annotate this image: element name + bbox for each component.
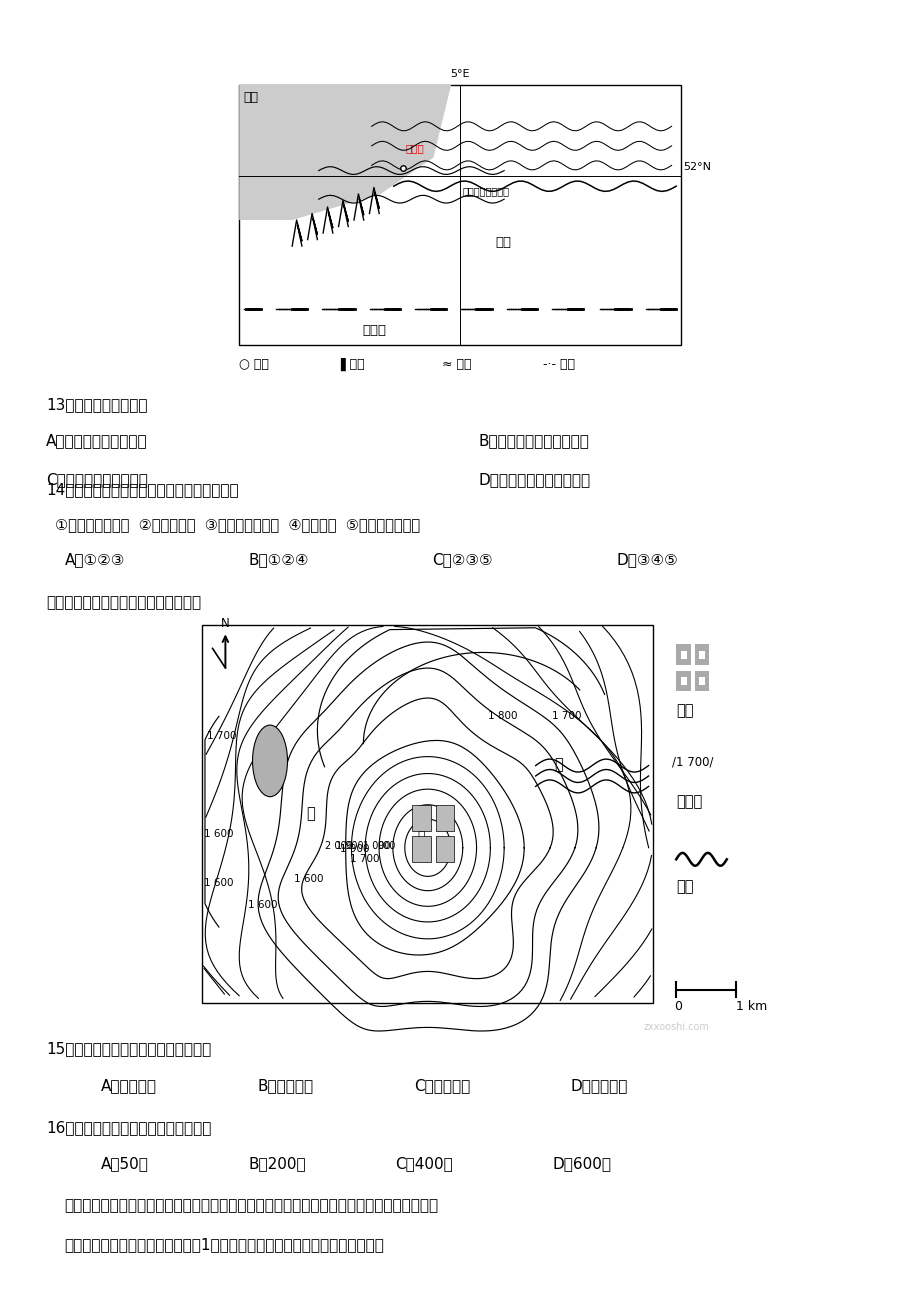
Text: 1 600: 1 600 — [204, 878, 233, 888]
Text: D．易于实施退田还海工程: D．易于实施退田还海工程 — [478, 473, 590, 488]
Text: 肉植物出口量己位居世界前列。图1是纳马夸兰位示意图，读图完成下列各题。: 肉植物出口量己位居世界前列。图1是纳马夸兰位示意图，读图完成下列各题。 — [64, 1237, 384, 1253]
Text: 读某地等高线地形图，完成下列问题。: 读某地等高线地形图，完成下列问题。 — [46, 595, 201, 611]
Polygon shape — [239, 85, 450, 220]
Text: 瓦尔河（莱茵河）: 瓦尔河（莱茵河） — [462, 186, 509, 197]
Text: 1 000: 1 000 — [363, 841, 391, 852]
Text: C．400米: C．400米 — [395, 1156, 453, 1172]
Bar — [680, 651, 686, 659]
Text: 14．鹿特丹港成为世界著名港口的有利条件有: 14．鹿特丹港成为世界著名港口的有利条件有 — [46, 482, 238, 497]
Text: ○ 城市: ○ 城市 — [239, 358, 268, 371]
Text: 1 600: 1 600 — [204, 829, 233, 838]
Bar — [698, 677, 704, 685]
Text: 1 900: 1 900 — [335, 841, 363, 852]
Text: 2 000: 2 000 — [324, 841, 352, 852]
Text: 鹿特丹: 鹿特丹 — [405, 143, 424, 154]
Text: 丙: 丙 — [553, 756, 562, 772]
Text: 等高线: 等高线 — [675, 794, 702, 810]
Text: 1 800: 1 800 — [487, 711, 516, 721]
Text: 1 600: 1 600 — [248, 900, 278, 910]
Bar — [412, 836, 430, 862]
Bar — [694, 671, 709, 691]
Text: ≈ 河流: ≈ 河流 — [441, 358, 471, 371]
Bar — [239, 85, 680, 345]
Text: 1 km: 1 km — [735, 1000, 766, 1013]
Text: 15．乙地湖泊形成的地质作用最可能是: 15．乙地湖泊形成的地质作用最可能是 — [46, 1042, 211, 1057]
Text: 1 700: 1 700 — [551, 711, 581, 721]
Text: 13．当闸门全部关闭时: 13．当闸门全部关闭时 — [46, 397, 147, 413]
Text: 0: 0 — [674, 1000, 682, 1013]
Text: 湖泊: 湖泊 — [675, 703, 693, 719]
Text: 52°N: 52°N — [683, 161, 710, 172]
Text: ①坚固的岩质海岸  ②河海实现联  ③天然的避风港湾  ④结冰期较  ⑤广阔的经济腹地: ①坚固的岩质海岸 ②河海实现联 ③天然的避风港湾 ④结冰期较 ⑤广阔的经济腹地 — [55, 517, 420, 533]
Text: 乙: 乙 — [417, 829, 425, 842]
Bar — [202, 625, 652, 1003]
Bar — [675, 644, 690, 665]
Text: D．600米: D．600米 — [551, 1156, 610, 1172]
Bar — [698, 651, 704, 659]
Text: N: N — [221, 617, 230, 630]
Text: A．50米: A．50米 — [101, 1156, 149, 1172]
Text: D．火山喷发: D．火山喷发 — [570, 1078, 627, 1094]
Text: 5°E: 5°E — [449, 69, 470, 79]
Text: /1 700/: /1 700/ — [671, 755, 712, 768]
Text: B．①②④: B．①②④ — [248, 552, 309, 568]
Ellipse shape — [252, 725, 288, 797]
Text: 1 900: 1 900 — [340, 844, 369, 854]
Text: 1 600: 1 600 — [294, 874, 323, 884]
Text: ▌闸坝: ▌闸坝 — [340, 358, 365, 371]
Text: 900: 900 — [377, 841, 395, 852]
Text: 北海: 北海 — [244, 91, 258, 104]
Text: 荷兰: 荷兰 — [494, 236, 511, 249]
Text: zxxooshi.com: zxxooshi.com — [643, 1022, 709, 1032]
Bar — [412, 805, 430, 831]
Bar — [436, 805, 454, 831]
Text: B．可防止风暴潮淹没低地: B．可防止风暴潮淹没低地 — [478, 434, 589, 449]
Text: A．①②③: A．①②③ — [64, 552, 125, 568]
Text: -·- 国界: -·- 国界 — [542, 358, 574, 371]
Text: C．导致河流含沙量增加: C．导致河流含沙量增加 — [46, 473, 148, 488]
Text: B．200米: B．200米 — [248, 1156, 306, 1172]
Text: D．③④⑤: D．③④⑤ — [616, 552, 677, 568]
Text: A．断层陷落: A．断层陷落 — [101, 1078, 157, 1094]
Bar — [694, 644, 709, 665]
Bar — [675, 671, 690, 691]
Text: C．河流侵蚀: C．河流侵蚀 — [414, 1078, 470, 1094]
Text: 河流: 河流 — [675, 879, 693, 894]
Bar — [680, 677, 686, 685]
Text: B．冰川侵蚀: B．冰川侵蚀 — [257, 1078, 313, 1094]
Text: C．②③⑤: C．②③⑤ — [432, 552, 493, 568]
Text: A．河水盐度将明显增加: A．河水盐度将明显增加 — [46, 434, 147, 449]
Text: 多肉植物叶小、肉厚，非洲西南那的纳马夸兰地区夏季多雾和冬雨使多肉植物疯狂繁殖，其多: 多肉植物叶小、肉厚，非洲西南那的纳马夸兰地区夏季多雾和冬雨使多肉植物疯狂繁殖，其… — [64, 1198, 438, 1213]
Bar — [436, 836, 454, 862]
Text: 16．图中甲、乙两地之间的高差可能为: 16．图中甲、乙两地之间的高差可能为 — [46, 1120, 211, 1135]
Text: 1 700: 1 700 — [207, 730, 236, 741]
Text: 1 700: 1 700 — [349, 854, 379, 865]
Text: 甲: 甲 — [306, 806, 314, 822]
Text: 比利时: 比利时 — [362, 324, 386, 337]
